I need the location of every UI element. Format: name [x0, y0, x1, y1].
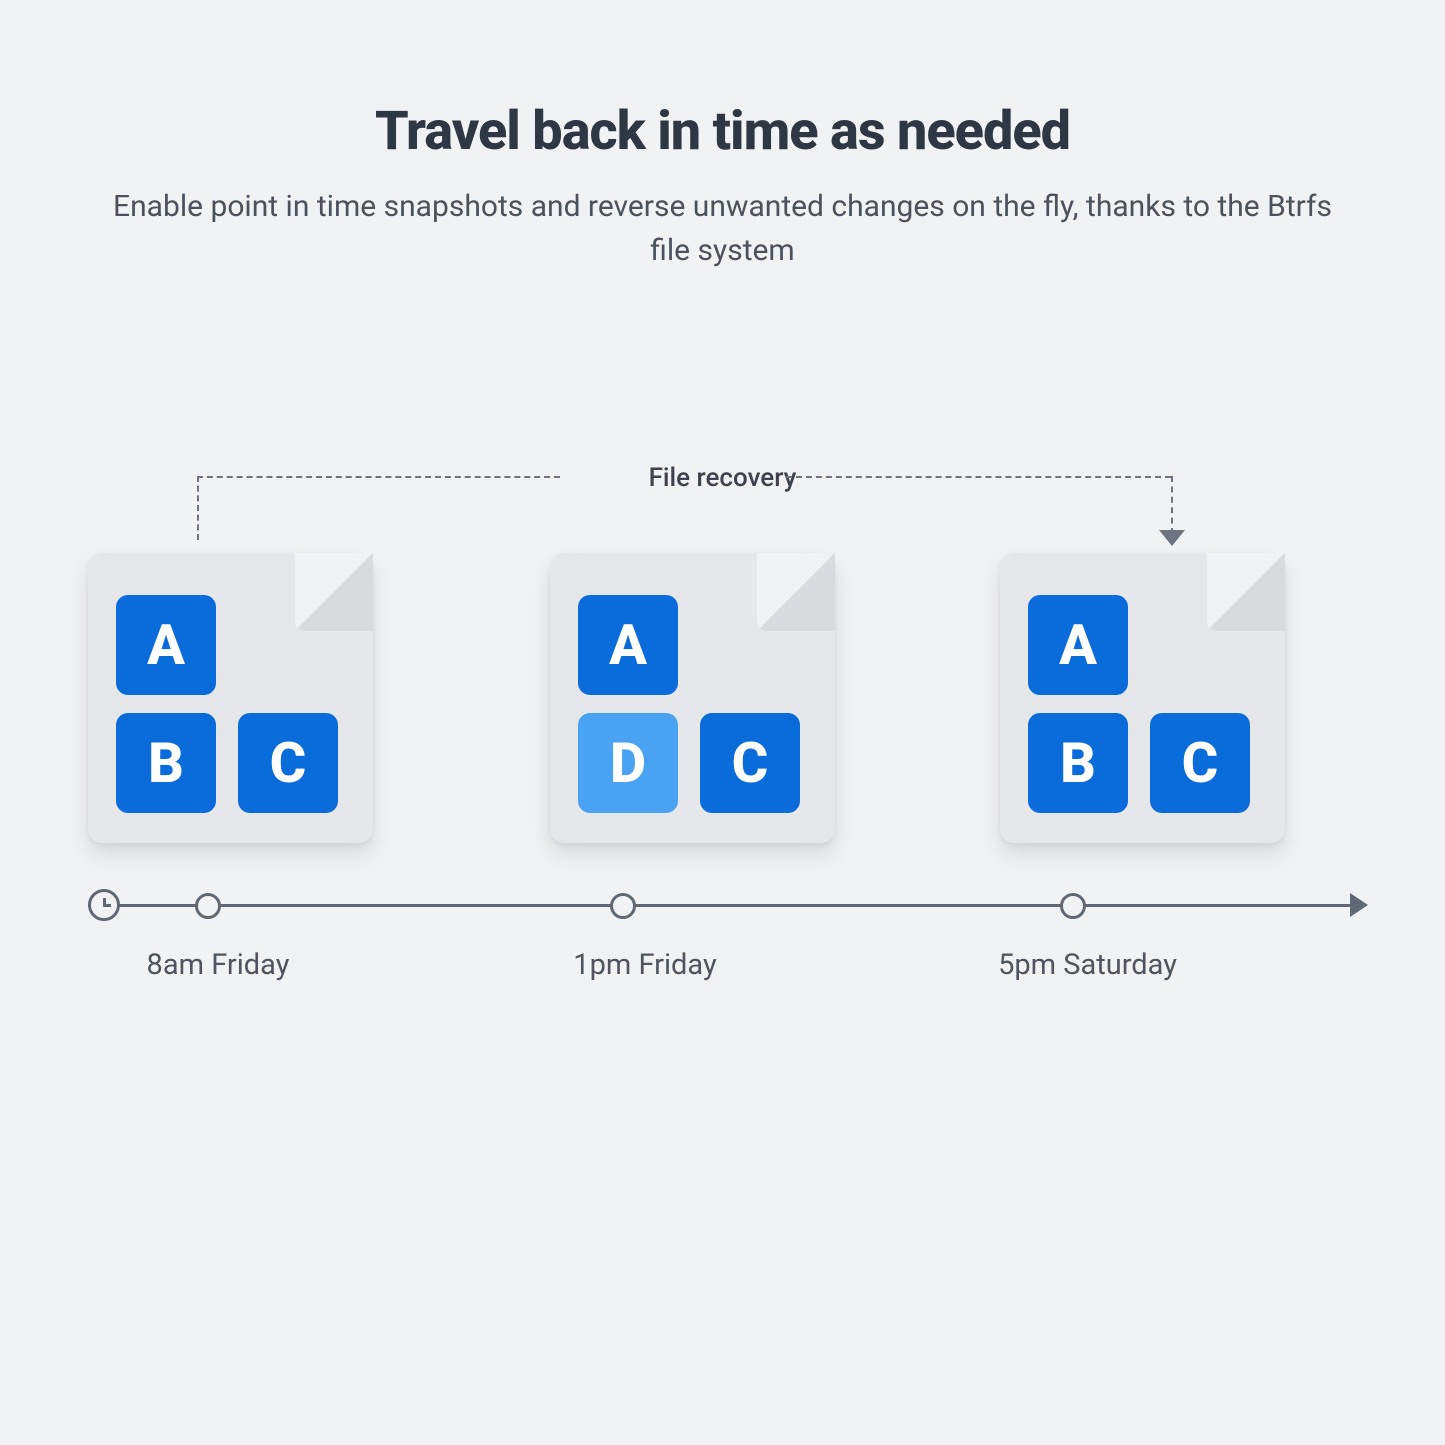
snapshot-card: ABC	[1000, 553, 1285, 843]
recovery-path-segment	[197, 476, 560, 478]
file-tile: C	[238, 713, 338, 813]
file-tile: B	[1028, 713, 1128, 813]
clock-icon	[88, 889, 120, 921]
recovery-path-segment	[197, 476, 199, 540]
timeline-tick	[1060, 893, 1086, 919]
timeline-label: 8am Friday	[128, 948, 308, 982]
recovery-path-segment	[786, 476, 1171, 478]
file-tile: D	[578, 713, 678, 813]
timeline-axis	[88, 904, 1356, 907]
timeline-label: 1pm Friday	[555, 948, 735, 982]
snapshot-card: ABC	[88, 553, 373, 843]
file-tile: C	[1150, 713, 1250, 813]
timeline-tick	[195, 893, 221, 919]
timeline-arrow-icon	[1350, 893, 1368, 917]
page-title: Travel back in time as needed	[0, 100, 1445, 163]
snapshot-card: ADC	[550, 553, 835, 843]
recovery-path-segment	[1171, 476, 1173, 534]
timeline-label: 5pm Saturday	[975, 948, 1200, 982]
timeline-tick	[610, 893, 636, 919]
file-tile: A	[116, 595, 216, 695]
file-tile: A	[1028, 595, 1128, 695]
page-subtitle: Enable point in time snapshots and rever…	[90, 185, 1355, 272]
file-tile: A	[578, 595, 678, 695]
file-recovery-label: File recovery	[0, 463, 1445, 493]
file-tile: C	[700, 713, 800, 813]
file-tile: B	[116, 713, 216, 813]
recovery-arrowhead-icon	[1159, 530, 1185, 546]
